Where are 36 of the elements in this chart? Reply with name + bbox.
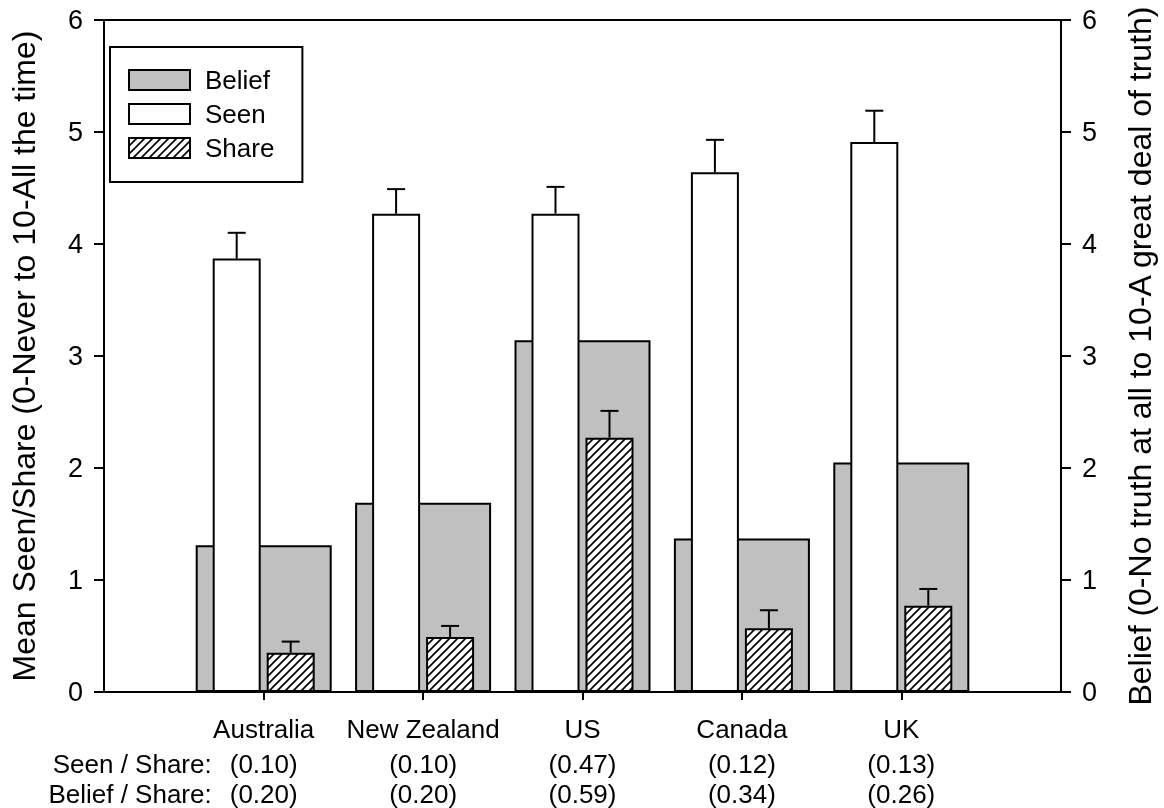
text: (0.20) (389, 779, 458, 808)
text: (0.34) (707, 779, 776, 808)
y-axis-title: Mean Seen/Share (0-Never to 10-All the time) (6, 30, 42, 682)
y2-axis-title: Belief (0-No truth at all to 10-A great deal of truth) (1122, 6, 1158, 706)
x-tick-label: Australia (213, 714, 315, 744)
text: (0.47) (548, 749, 617, 779)
legend-label: Share (205, 133, 275, 163)
y-tick-label: 4 (67, 229, 83, 259)
y2-tick-label: 1 (1082, 565, 1098, 595)
text: (0.10) (229, 749, 298, 779)
x-tick-label: Canada (696, 714, 788, 744)
x-tick-label: UK (883, 714, 921, 744)
text: Seen / Share: (52, 749, 212, 779)
y-tick-label: 6 (67, 5, 83, 35)
text: (0.20) (229, 779, 298, 808)
y-tick-label: 1 (67, 565, 83, 595)
y-tick-label: 3 (67, 341, 83, 371)
y-tick-label: 0 (67, 677, 83, 707)
y-tick-label: 2 (67, 453, 83, 483)
x-tick-label: US (564, 714, 601, 744)
y2-tick-label: 5 (1082, 117, 1098, 147)
y2-tick-label: 6 (1082, 5, 1098, 35)
y2-tick-label: 2 (1082, 453, 1098, 483)
text: (0.12) (707, 749, 776, 779)
text: (0.10) (389, 749, 458, 779)
legend-label: Belief (205, 65, 271, 95)
y2-tick-label: 0 (1082, 677, 1098, 707)
y-tick-label: 5 (67, 117, 83, 147)
y2-tick-label: 3 (1082, 341, 1098, 371)
text: (0.26) (867, 779, 936, 808)
text: Belief / Share: (48, 779, 212, 808)
legend-label: Seen (205, 99, 266, 129)
text: (0.59) (548, 779, 617, 808)
text: (0.13) (867, 749, 936, 779)
x-tick-label: New Zealand (346, 714, 500, 744)
y2-tick-label: 4 (1082, 229, 1098, 259)
